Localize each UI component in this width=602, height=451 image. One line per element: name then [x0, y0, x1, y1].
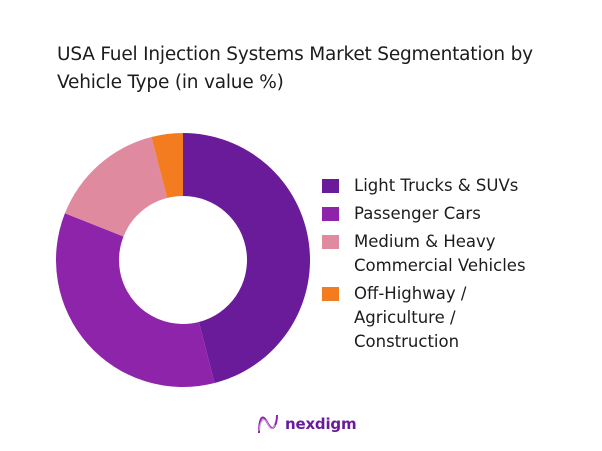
legend-label: Light Trucks & SUVs: [354, 176, 519, 195]
legend-item-off-highway: Off-Highway / Agriculture / Construction: [322, 282, 564, 354]
donut-slices: [56, 133, 310, 387]
logo-text: nexdigm: [285, 415, 357, 433]
legend-swatch-off-highway: [322, 287, 339, 301]
nexdigm-wave-logo-icon: [258, 414, 278, 434]
legend-swatch-light-trucks: [322, 179, 339, 193]
legend-label: Medium & Heavy Commercial Vehicles: [354, 232, 526, 275]
slice-commercial-vehicles: [64, 136, 168, 237]
chart-legend: Light Trucks & SUVs Passenger Cars Mediu…: [322, 174, 564, 358]
donut-chart: [56, 133, 310, 387]
legend-swatch-passenger-cars: [322, 207, 339, 221]
legend-label: Off-Highway / Agriculture / Construction: [354, 284, 467, 351]
slice-off-highway: [151, 133, 183, 199]
slice-light-trucks: [183, 133, 310, 384]
legend-item-passenger-cars: Passenger Cars: [322, 202, 564, 226]
legend-item-light-trucks: Light Trucks & SUVs: [322, 174, 564, 198]
legend-swatch-commercial-vehicles: [322, 235, 339, 249]
legend-item-commercial-vehicles: Medium & Heavy Commercial Vehicles: [322, 230, 564, 278]
legend-label: Passenger Cars: [354, 204, 481, 223]
nexdigm-logo: nexdigm: [256, 413, 357, 435]
chart-title: USA Fuel Injection Systems Market Segmen…: [57, 44, 533, 93]
slice-passenger-cars: [56, 213, 215, 387]
